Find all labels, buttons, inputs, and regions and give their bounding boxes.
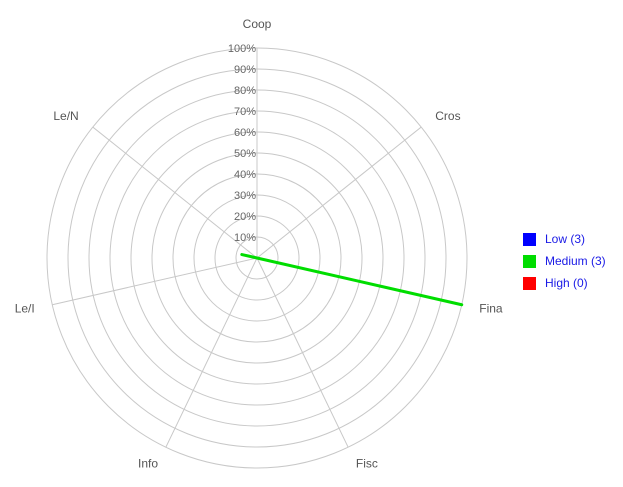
legend-swatch-high bbox=[523, 276, 536, 290]
grid-spoke bbox=[52, 257, 258, 306]
grid-spoke bbox=[165, 257, 258, 448]
legend-item-medium[interactable]: Medium (3) bbox=[523, 250, 606, 272]
axis-label-cros: Cros bbox=[435, 109, 460, 123]
legend-swatch-medium bbox=[523, 254, 536, 268]
legend-label-low: Low (3) bbox=[545, 232, 586, 246]
series-line-1 bbox=[240, 253, 464, 307]
legend-label-medium: Medium (3) bbox=[545, 254, 606, 268]
grid-spoke bbox=[92, 126, 258, 259]
radial-tick-label: 100% bbox=[228, 43, 256, 55]
legend-item-high[interactable]: High (0) bbox=[523, 272, 606, 294]
axis-label-fina: Fina bbox=[479, 302, 503, 316]
grid-spoke bbox=[256, 257, 349, 448]
legend-item-low[interactable]: Low (3) bbox=[523, 228, 606, 250]
radial-tick-label: 20% bbox=[234, 211, 256, 223]
grid-spoke bbox=[256, 126, 422, 259]
axis-label-le-i: Le/I bbox=[15, 302, 35, 316]
radial-tick-label: 30% bbox=[234, 190, 256, 202]
legend-label-high: High (0) bbox=[545, 276, 588, 290]
radial-tick-label: 80% bbox=[234, 85, 256, 97]
radial-tick-label: 70% bbox=[234, 106, 256, 118]
axis-label-info: Info bbox=[138, 456, 158, 470]
grid-spokes bbox=[52, 48, 462, 448]
radial-tick-label: 90% bbox=[234, 64, 256, 76]
radial-tick-label: 40% bbox=[234, 169, 256, 181]
axis-label-fisc: Fisc bbox=[356, 456, 378, 470]
axis-label-le-n: Le/N bbox=[53, 109, 78, 123]
legend-swatch-low bbox=[523, 232, 536, 246]
series-layer bbox=[240, 253, 464, 307]
axis-labels: Coop Cros Fina Fisc Info Le/I Le/N bbox=[15, 17, 503, 470]
radial-tick-label: 60% bbox=[234, 127, 256, 139]
legend: Low (3) Medium (3) High (0) bbox=[523, 228, 606, 294]
radial-tick-labels: 10% 20% 30% 40% 50% 60% 70% 80% 90% 100% bbox=[228, 43, 256, 244]
axis-label-coop: Coop bbox=[243, 17, 272, 31]
radial-tick-label: 50% bbox=[234, 148, 256, 160]
radial-tick-label: 10% bbox=[234, 232, 256, 244]
